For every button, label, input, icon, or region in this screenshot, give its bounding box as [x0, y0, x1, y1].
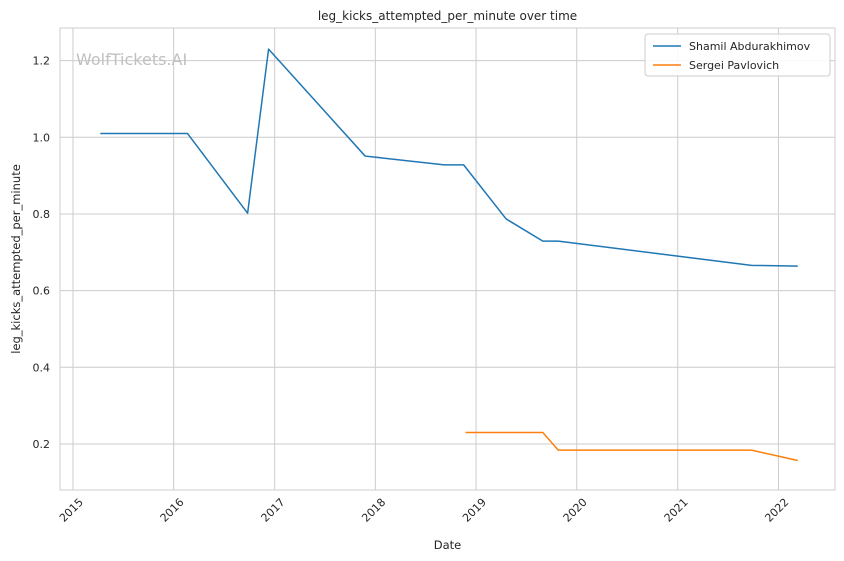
chart-title: leg_kicks_attempted_per_minute over time — [318, 9, 577, 23]
x-tick-label: 2022 — [762, 496, 791, 525]
legend-label-2: Sergei Pavlovich — [689, 59, 779, 72]
y-axis-label: leg_kicks_attempted_per_minute — [9, 164, 23, 354]
y-tick-label: 1.0 — [33, 131, 51, 144]
y-tick-labels: 0.2 0.4 0.6 0.8 1.0 1.2 — [33, 55, 51, 451]
series-line-1 — [100, 48, 798, 267]
x-tick-labels: 2015 2016 2017 2018 2019 2020 2021 2022 — [57, 496, 791, 525]
x-tick-label: 2015 — [57, 496, 86, 525]
series-line-2 — [465, 431, 798, 462]
y-tick-label: 0.4 — [33, 361, 51, 374]
x-tick-label: 2019 — [460, 496, 489, 525]
x-tick-label: 2017 — [259, 496, 288, 525]
legend-box — [644, 33, 831, 77]
y-tick-label: 1.2 — [33, 55, 51, 68]
legend-label-1: Shamil Abdurakhimov — [689, 40, 811, 53]
series-layer — [100, 48, 798, 462]
x-axis-label: Date — [434, 538, 462, 552]
y-tick-label: 0.2 — [33, 438, 51, 451]
x-tick-label: 2021 — [662, 496, 691, 525]
grid — [60, 28, 835, 490]
x-tick-label: 2020 — [561, 496, 590, 525]
x-tick-label: 2016 — [158, 496, 187, 525]
watermark: WolfTickets.AI — [76, 50, 187, 69]
plot-frame — [59, 27, 836, 491]
x-tick-label: 2018 — [359, 496, 388, 525]
y-tick-label: 0.6 — [33, 285, 51, 298]
legend: Shamil Abdurakhimov Sergei Pavlovich — [644, 33, 831, 77]
y-tick-label: 0.8 — [33, 208, 51, 221]
